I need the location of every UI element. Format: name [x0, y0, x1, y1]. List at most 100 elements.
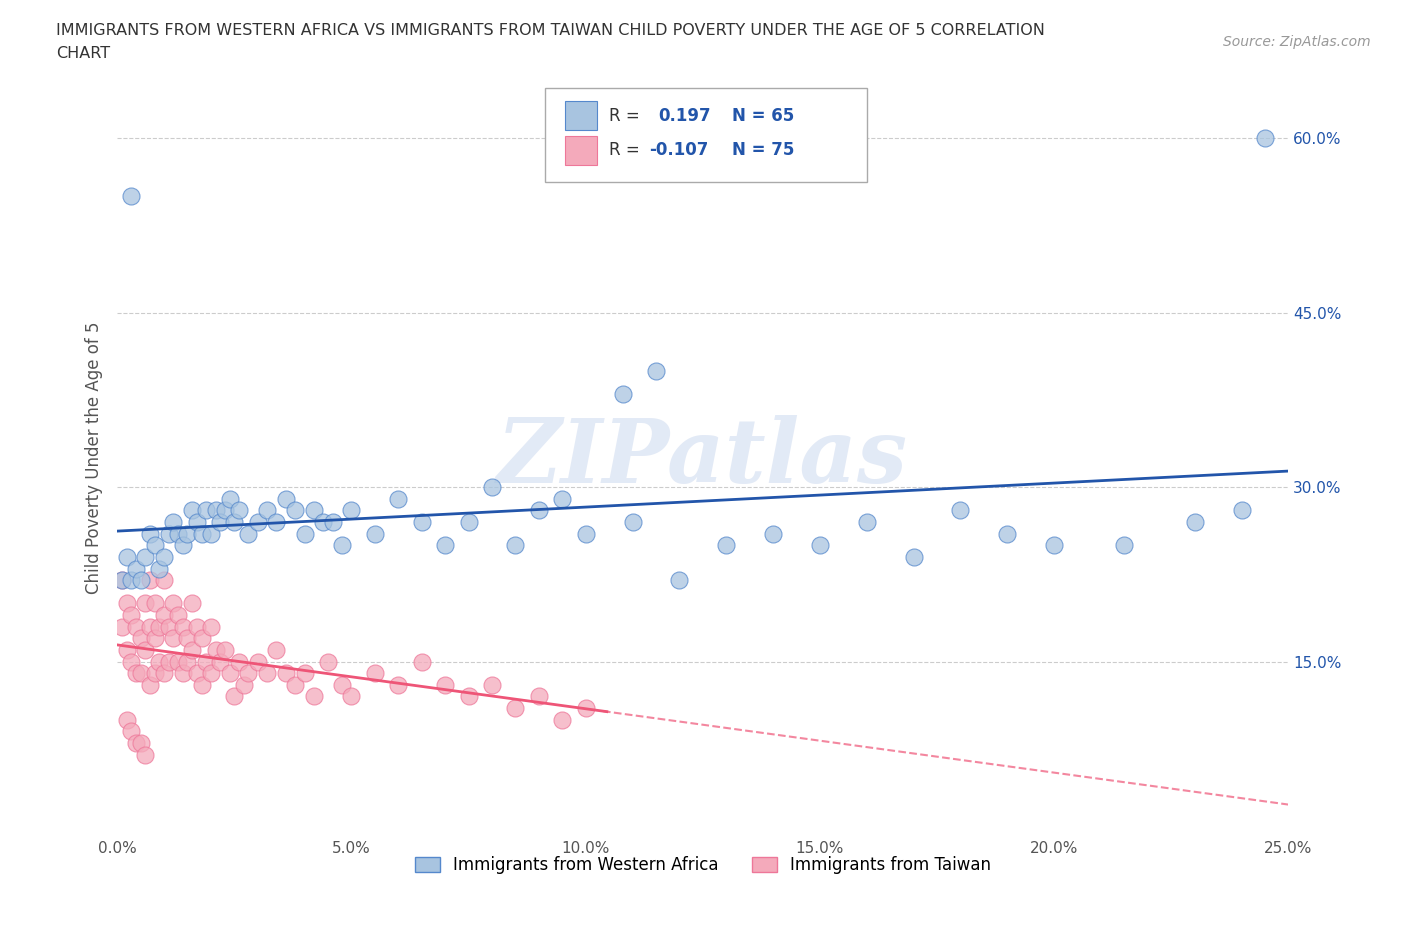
- Point: [330, 677, 353, 692]
- Point: [364, 526, 387, 541]
- Point: [330, 538, 353, 552]
- Point: [481, 480, 503, 495]
- Point: [120, 573, 142, 588]
- Point: [143, 631, 166, 645]
- Point: [995, 526, 1018, 541]
- Point: [434, 677, 457, 692]
- Point: [284, 503, 307, 518]
- Point: [200, 619, 222, 634]
- Point: [115, 712, 138, 727]
- Point: [340, 503, 363, 518]
- Point: [129, 666, 152, 681]
- Point: [1043, 538, 1066, 552]
- Point: [551, 712, 574, 727]
- Point: [186, 619, 208, 634]
- Point: [129, 736, 152, 751]
- Point: [1184, 514, 1206, 529]
- Point: [274, 666, 297, 681]
- Point: [387, 491, 409, 506]
- Point: [111, 573, 134, 588]
- Point: [153, 666, 176, 681]
- Point: [209, 514, 232, 529]
- Point: [411, 514, 433, 529]
- Point: [481, 677, 503, 692]
- Point: [214, 503, 236, 518]
- Text: ZIPatlas: ZIPatlas: [498, 415, 908, 501]
- Point: [115, 643, 138, 658]
- Point: [190, 677, 212, 692]
- Point: [1230, 503, 1253, 518]
- Point: [134, 596, 156, 611]
- Point: [181, 643, 204, 658]
- Point: [172, 619, 194, 634]
- Point: [411, 654, 433, 669]
- Point: [139, 573, 162, 588]
- Point: [232, 677, 254, 692]
- Point: [575, 526, 598, 541]
- Point: [195, 654, 218, 669]
- FancyBboxPatch shape: [544, 87, 866, 182]
- Point: [209, 654, 232, 669]
- Point: [115, 550, 138, 565]
- Point: [204, 503, 226, 518]
- Point: [246, 514, 269, 529]
- Point: [181, 596, 204, 611]
- Point: [612, 387, 634, 402]
- Point: [143, 666, 166, 681]
- Point: [148, 561, 170, 576]
- Point: [134, 550, 156, 565]
- Point: [200, 666, 222, 681]
- Point: [139, 526, 162, 541]
- Point: [190, 526, 212, 541]
- Point: [148, 654, 170, 669]
- Point: [246, 654, 269, 669]
- Point: [181, 503, 204, 518]
- Point: [214, 643, 236, 658]
- Point: [120, 607, 142, 622]
- Text: R =: R =: [609, 141, 645, 159]
- Point: [139, 619, 162, 634]
- Point: [176, 654, 198, 669]
- Point: [129, 573, 152, 588]
- Point: [176, 526, 198, 541]
- Point: [172, 538, 194, 552]
- Point: [238, 666, 260, 681]
- Point: [1254, 131, 1277, 146]
- Point: [457, 689, 479, 704]
- Point: [218, 666, 240, 681]
- Point: [762, 526, 785, 541]
- Point: [238, 526, 260, 541]
- Point: [125, 561, 148, 576]
- Point: [125, 666, 148, 681]
- Point: [228, 503, 250, 518]
- Point: [167, 654, 190, 669]
- Point: [224, 514, 246, 529]
- Point: [256, 503, 278, 518]
- Point: [162, 514, 184, 529]
- Point: [125, 736, 148, 751]
- Point: [176, 631, 198, 645]
- Point: [294, 666, 316, 681]
- Point: [204, 643, 226, 658]
- Point: [302, 689, 325, 704]
- Point: [312, 514, 335, 529]
- Point: [120, 724, 142, 738]
- Point: [266, 643, 288, 658]
- Point: [340, 689, 363, 704]
- Point: [153, 607, 176, 622]
- Point: [284, 677, 307, 692]
- Legend: Immigrants from Western Africa, Immigrants from Taiwan: Immigrants from Western Africa, Immigran…: [408, 849, 998, 881]
- Point: [129, 631, 152, 645]
- Point: [274, 491, 297, 506]
- Text: N = 65: N = 65: [733, 107, 794, 125]
- Point: [645, 364, 668, 379]
- Point: [111, 573, 134, 588]
- Point: [125, 619, 148, 634]
- Point: [505, 700, 527, 715]
- Point: [157, 526, 180, 541]
- Point: [111, 619, 134, 634]
- Point: [1114, 538, 1136, 552]
- Y-axis label: Child Poverty Under the Age of 5: Child Poverty Under the Age of 5: [86, 322, 103, 594]
- Point: [167, 607, 190, 622]
- Point: [322, 514, 344, 529]
